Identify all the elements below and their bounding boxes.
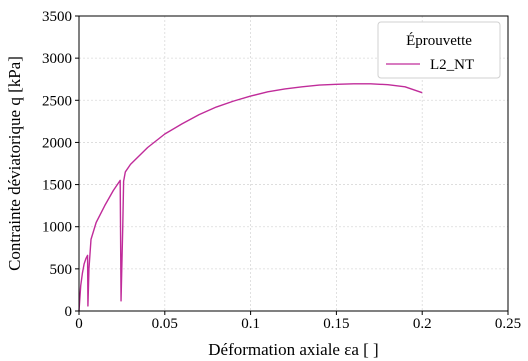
axis-ticks: 0 0.05 0.1 0.15 0.2 0.25 0 500 1000 1500 2000 2500 3… xyxy=(42,9,521,332)
y-tick-label: 1000 xyxy=(42,220,72,236)
x-tick-label: 0.25 xyxy=(495,316,521,332)
y-tick-label: 500 xyxy=(50,262,73,278)
x-tick-label: 0.2 xyxy=(413,316,432,332)
y-tick-label: 3000 xyxy=(42,51,72,67)
legend-title: Éprouvette xyxy=(406,32,472,49)
x-tick-label: 0 xyxy=(75,316,83,332)
y-tick-label: 0 xyxy=(65,304,73,320)
y-tick-label: 2000 xyxy=(42,135,72,151)
y-tick-label: 3500 xyxy=(42,9,72,25)
legend: Éprouvette L2_NT xyxy=(377,21,501,79)
series-line-l2-nt xyxy=(78,83,423,312)
x-tick-label: 0.1 xyxy=(241,316,260,332)
x-tick-label: 0.05 xyxy=(152,316,178,332)
y-axis-title: Contrainte déviatorique q [kPa] xyxy=(5,56,24,271)
y-tick-label: 2500 xyxy=(42,93,72,109)
legend-label-l2-nt: L2_NT xyxy=(430,57,474,73)
plot-frame xyxy=(78,15,509,312)
y-tick-label: 1500 xyxy=(42,178,72,194)
series-layer xyxy=(78,83,423,312)
x-tick-label: 0.15 xyxy=(323,316,349,332)
x-axis-title: Déformation axiale εa [ ] xyxy=(208,340,378,359)
